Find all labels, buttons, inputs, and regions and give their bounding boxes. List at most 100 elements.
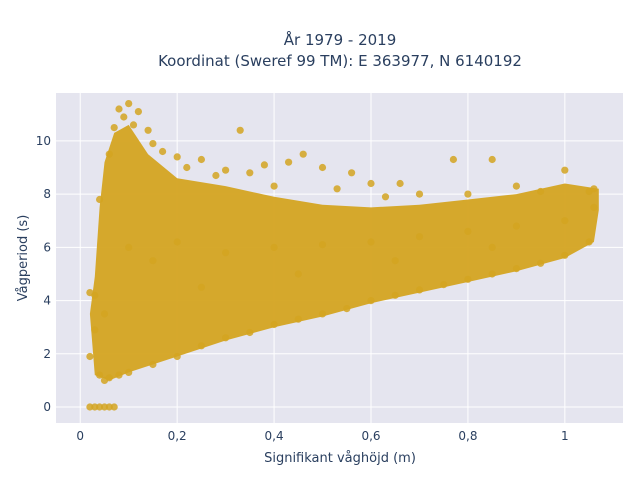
scatter-point [348, 169, 356, 177]
scatter-point [149, 257, 157, 265]
y-tick-label: 2 [43, 347, 51, 361]
scatter-point [561, 251, 569, 259]
scatter-point [91, 326, 99, 334]
scatter-point [120, 113, 128, 121]
scatter-points [86, 100, 598, 411]
scatter-point [590, 203, 598, 211]
scatter-point [149, 360, 157, 369]
x-tick-label: 0,4 [265, 429, 284, 443]
scatter-point [173, 153, 181, 161]
scatter-point [246, 169, 254, 177]
scatter-point [294, 315, 302, 323]
y-axis-label: Vågperiod (s) [16, 215, 31, 302]
scatter-point [236, 126, 244, 134]
scatter-point [105, 150, 113, 158]
scatter-point [125, 243, 133, 251]
scatter-point [96, 371, 104, 379]
scatter-point [197, 155, 205, 164]
scatter-point [318, 241, 327, 249]
scatter-point [449, 155, 457, 164]
scatter-point [110, 124, 118, 132]
scatter-point [512, 182, 521, 190]
scatter-point [86, 352, 94, 361]
x-tick-label: 0,6 [361, 429, 380, 443]
scatter-point [270, 243, 278, 251]
scatter-point [299, 150, 307, 158]
scatter-point [246, 328, 254, 337]
scatter-point [125, 100, 133, 108]
scatter-point [294, 270, 302, 278]
scatter-point [440, 281, 448, 289]
scatter-point [367, 297, 375, 305]
y-tick-label: 8 [43, 187, 51, 201]
scatter-point [270, 320, 278, 329]
scatter-point [173, 352, 181, 361]
scatter-point [149, 140, 157, 148]
scatter-point [333, 185, 341, 193]
scatter-point [115, 371, 123, 379]
scatter-point [561, 166, 569, 174]
x-tick-label: 0,2 [168, 429, 187, 443]
scatter-point [590, 185, 598, 193]
y-tick-label: 0 [43, 400, 51, 414]
scatter-point [488, 270, 496, 278]
y-tick-label: 10 [36, 134, 51, 148]
scatter-point [173, 238, 181, 246]
scatter-point [197, 283, 205, 291]
scatter-point [391, 257, 399, 265]
scatter-point [144, 126, 152, 134]
y-axis-ticks: 0 2 4 6 8 10 [36, 134, 51, 414]
scatter-point [512, 265, 521, 273]
scatter-point [488, 243, 496, 251]
scatter-point [537, 187, 545, 196]
scatter-point [318, 163, 327, 172]
scatter-point [512, 222, 521, 230]
scatter-point [488, 155, 496, 164]
scatter-point [415, 190, 424, 198]
scatter-point [110, 403, 118, 411]
scatter-point [343, 305, 351, 313]
scatter-point [100, 310, 109, 318]
scatter-point [222, 249, 230, 257]
scatter-point [91, 291, 99, 299]
scatter-point [396, 179, 404, 188]
scatter-point [561, 217, 569, 225]
scatter-point [197, 342, 205, 350]
scatter-point [367, 238, 375, 246]
x-tick-label: 0 [76, 429, 84, 443]
scatter-point [260, 161, 268, 169]
scatter-point [105, 374, 113, 382]
y-tick-label: 6 [43, 240, 51, 254]
scatter-point [318, 310, 327, 318]
dense-point-region [89, 124, 599, 381]
scatter-point [537, 259, 545, 267]
scatter-point [381, 193, 390, 201]
scatter-point [183, 163, 191, 172]
scatter-point [222, 166, 230, 174]
scatter-density-cloud [89, 124, 599, 381]
scatter-point [415, 286, 424, 294]
scatter-point [464, 275, 472, 283]
x-axis-ticks: 0 0,2 0,4 0,6 0,8 1 [76, 429, 568, 443]
scatter-point [212, 171, 220, 180]
scatter-point [115, 105, 123, 113]
scatter-point [129, 121, 138, 129]
scatter-point [464, 227, 472, 235]
scatter-point [391, 291, 399, 299]
scatter-point [415, 233, 424, 241]
scatter-point [270, 182, 278, 190]
scatter-point [96, 195, 104, 204]
scatter-point [134, 108, 142, 116]
scatter-point [125, 368, 133, 376]
scatter-point [285, 158, 293, 166]
scatter-point [585, 238, 593, 246]
x-tick-label: 0,8 [458, 429, 477, 443]
scatter-point [159, 147, 167, 156]
scatter-point [367, 179, 375, 188]
scatter-point [222, 334, 230, 342]
y-tick-label: 4 [43, 294, 51, 308]
scatter-point [464, 190, 472, 198]
x-tick-label: 1 [561, 429, 569, 443]
chart-title-line-1: År 1979 - 2019 [284, 30, 397, 49]
